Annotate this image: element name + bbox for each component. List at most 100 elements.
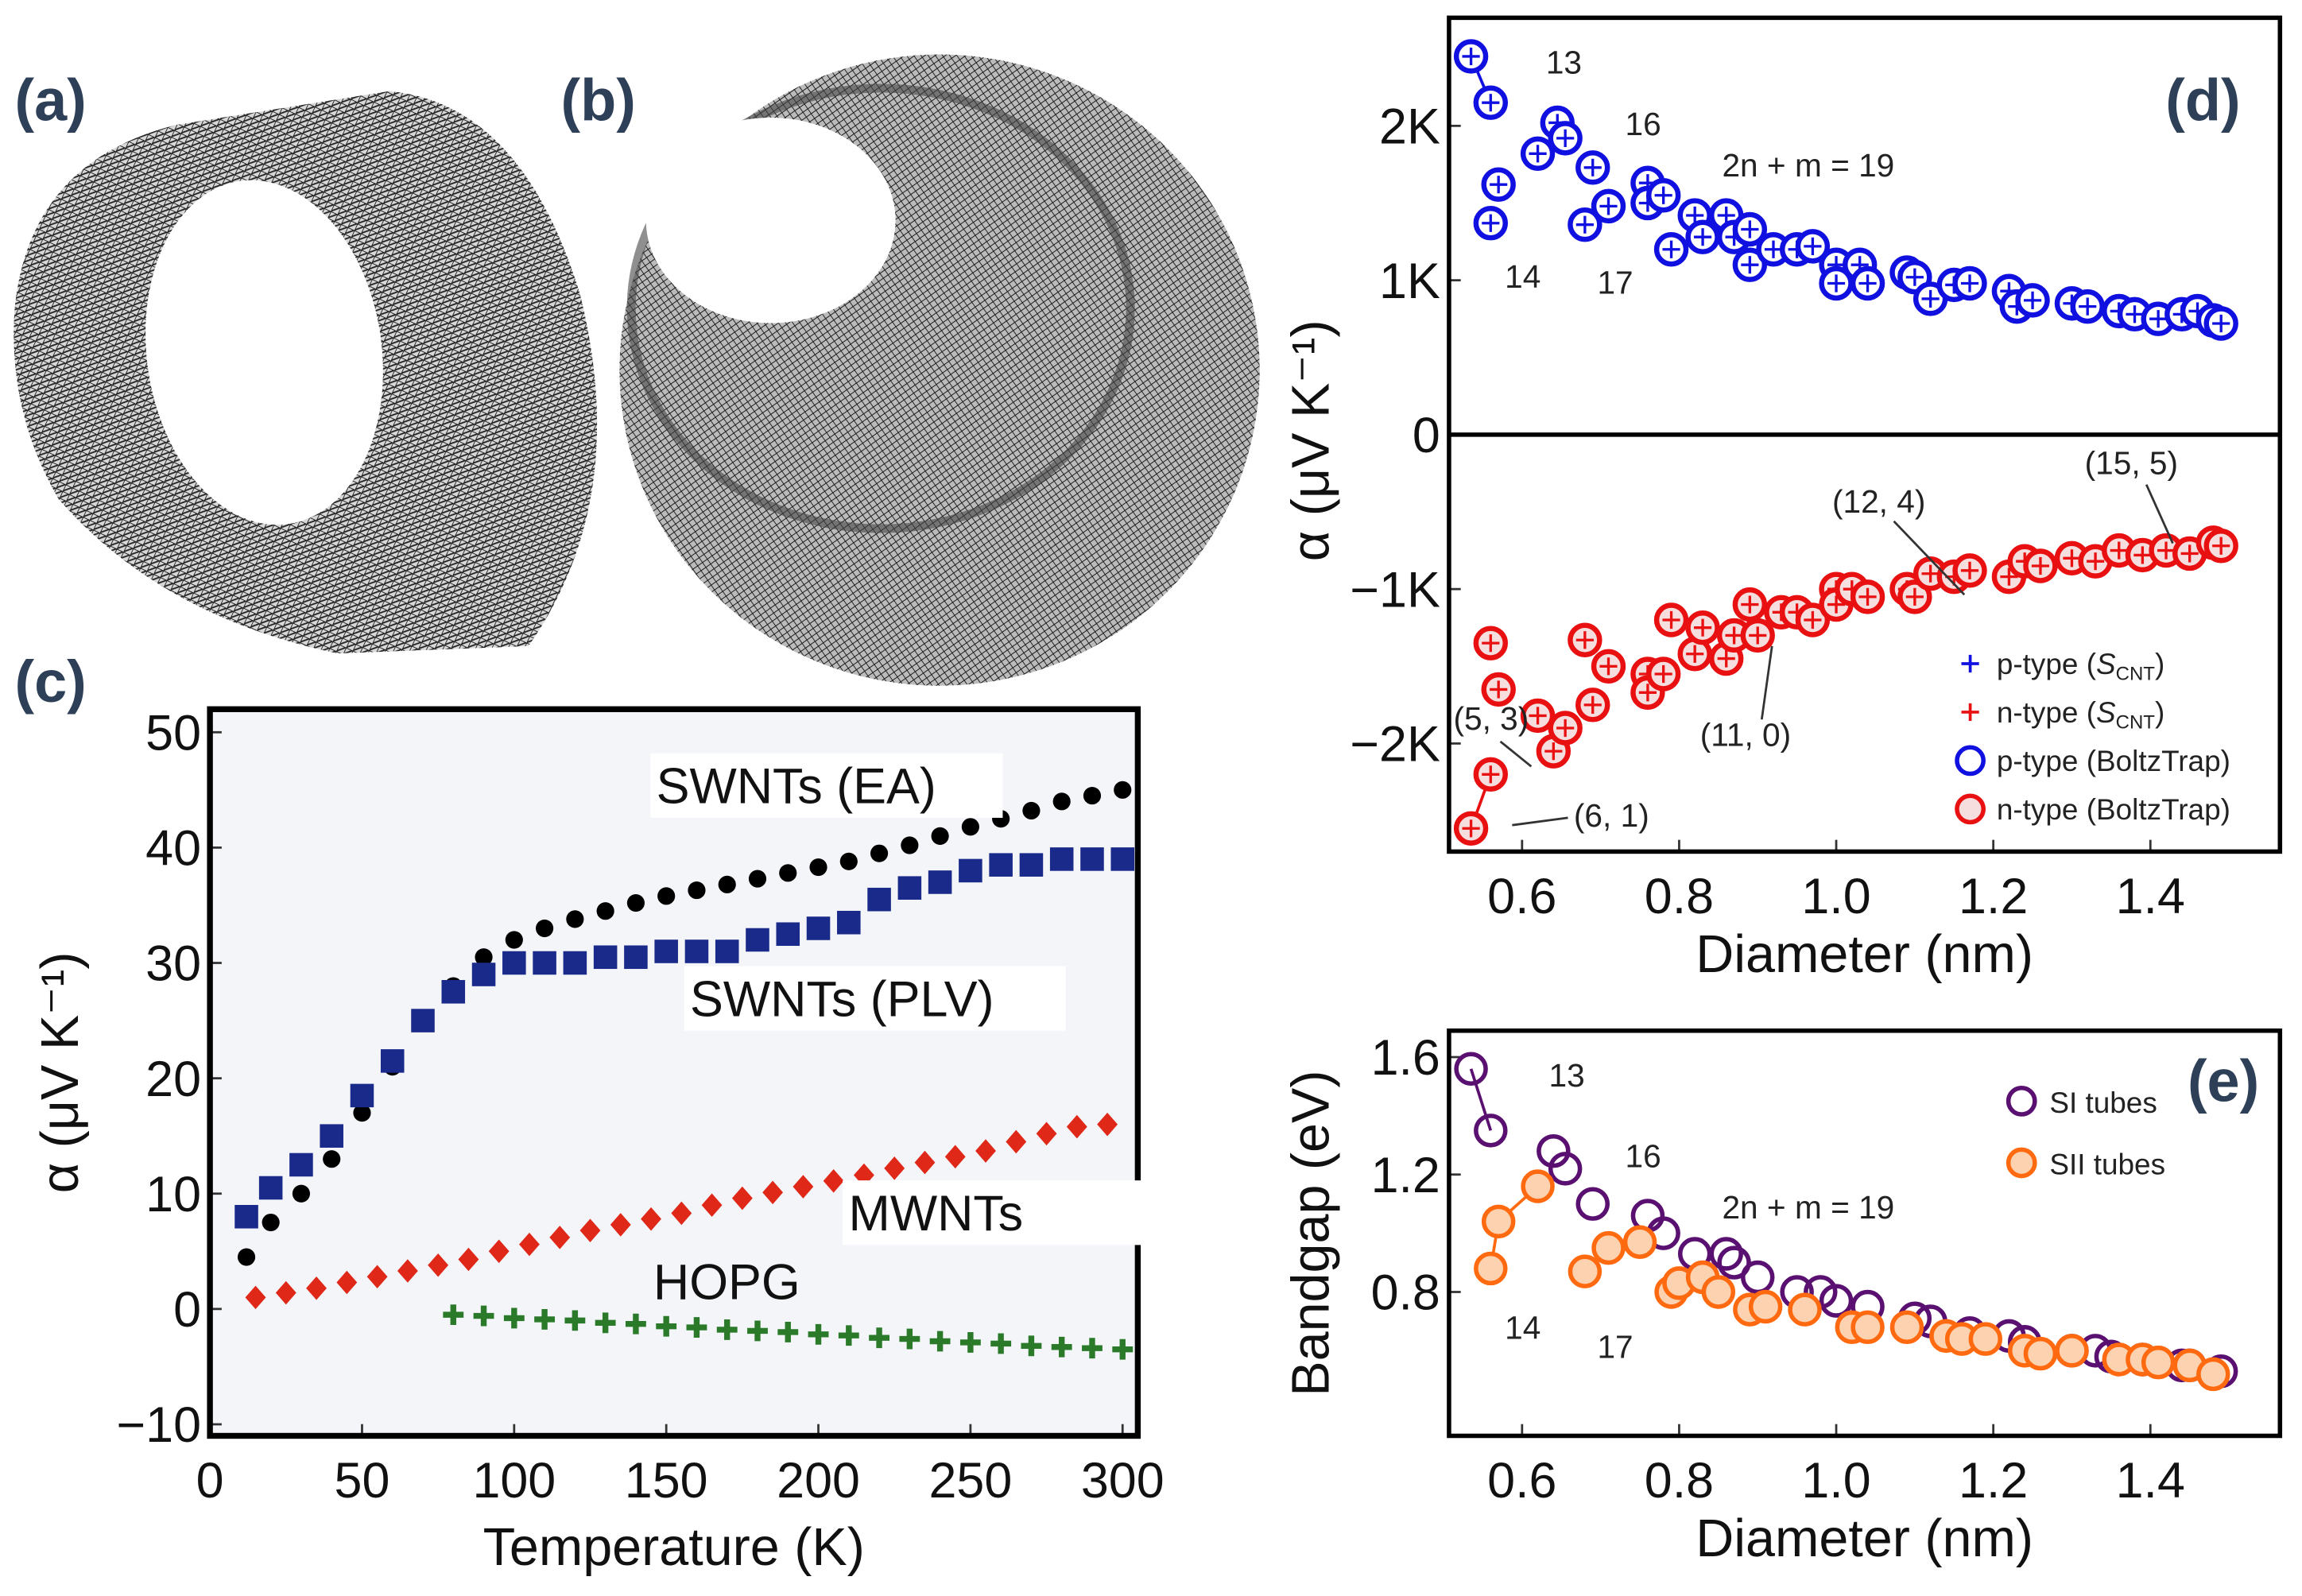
- data-point: [806, 916, 831, 940]
- data-point: [306, 1276, 327, 1300]
- data-point: [626, 893, 645, 912]
- annotation-leader-line: [1760, 645, 1773, 720]
- data-point: [292, 1184, 311, 1203]
- panel-label-d: (d): [2165, 68, 2240, 134]
- data-point: [809, 858, 827, 877]
- data-point: [1653, 232, 1689, 267]
- scnt-marker: [1725, 626, 1743, 645]
- scnt-marker: [1764, 240, 1783, 258]
- data-point: [536, 919, 554, 938]
- series-label: SWNTs (PLV): [690, 971, 994, 1027]
- scnt-marker: [2110, 541, 2128, 560]
- data-point: [1645, 178, 1681, 213]
- scnt-marker: [1654, 186, 1672, 204]
- panel-label-a: (a): [14, 68, 86, 134]
- scnt-marker: [1575, 215, 1594, 234]
- scnt-marker: [1599, 197, 1618, 215]
- scnt-marker: [1804, 237, 1822, 255]
- scnt-marker: [2079, 297, 2097, 316]
- x-tick-label: 50: [335, 1453, 390, 1509]
- plus-marker-icon: [1961, 703, 1979, 722]
- data-point: [596, 902, 614, 920]
- legend-label: SII tubes: [2049, 1149, 2165, 1181]
- legend-item: p-type (BoltzTrap): [1955, 745, 2230, 777]
- data-point: [502, 951, 526, 975]
- data-point: [505, 931, 523, 949]
- scnt-marker: [1583, 695, 1602, 714]
- legend-text: n-type (BoltzTrap): [1997, 793, 2230, 826]
- annotation: 14: [1505, 1310, 1540, 1346]
- data-point: [686, 1317, 707, 1338]
- scnt-marker: [2063, 549, 2081, 568]
- scnt-marker: [1490, 680, 1508, 699]
- scnt-marker: [1482, 214, 1500, 232]
- x-tick-label: 200: [777, 1453, 860, 1509]
- scnt-marker: [1741, 220, 1759, 238]
- data-point: [2023, 548, 2058, 583]
- legend-item: n-type (BoltzTrap): [1955, 793, 2230, 826]
- y-tick-label: 1K: [1379, 254, 1440, 309]
- x-tick-label: 100: [472, 1453, 556, 1509]
- y-tick-label: 2K: [1379, 99, 1440, 155]
- data-point: [1732, 247, 1768, 282]
- data-point: [867, 887, 891, 912]
- nanotube-opening: [145, 180, 383, 525]
- series-p-type: [1453, 39, 2238, 341]
- circle-marker-icon: [1955, 793, 1986, 825]
- x-tick-label: 0.6: [1487, 869, 1556, 924]
- data-point: [1021, 1335, 1042, 1357]
- scnt-marker: [1556, 129, 1575, 147]
- scnt-marker: [1693, 228, 1712, 246]
- data-point: [258, 1176, 283, 1200]
- data-point: [1568, 207, 1602, 242]
- data-point: [519, 1232, 540, 1257]
- data-point: [262, 1213, 280, 1232]
- scnt-marker: [1741, 256, 1759, 274]
- scnt-marker: [1905, 587, 1924, 606]
- scnt-marker: [1654, 664, 1672, 684]
- scnt-marker: [1686, 206, 1704, 225]
- data-point: [1897, 579, 1932, 614]
- data-point: [975, 1139, 996, 1163]
- scnt-marker: [2087, 552, 2105, 571]
- data-point: [1740, 618, 1775, 653]
- data-point: [234, 1204, 258, 1229]
- scnt-marker: [1529, 707, 1547, 725]
- data-point: [1568, 1254, 1602, 1288]
- data-point: [961, 818, 979, 836]
- legend-item: SI tubes: [2006, 1086, 2157, 1119]
- data-point: [1548, 121, 1583, 156]
- data-point: [1645, 657, 1681, 691]
- data-point: [1453, 39, 1489, 74]
- data-point: [2203, 529, 2238, 564]
- data-point: [1851, 1310, 1885, 1345]
- scnt-marker: [1804, 610, 1822, 629]
- legend-label: p-type (SCNT): [1997, 648, 2164, 684]
- data-point: [901, 836, 919, 854]
- data-point: [716, 1319, 738, 1340]
- annotation: 2n + m = 19: [1722, 1189, 1894, 1226]
- data-point: [441, 980, 466, 1004]
- data-point: [503, 1307, 525, 1329]
- data-point: [1481, 1204, 1516, 1239]
- scnt-marker: [1960, 274, 1979, 292]
- y-tick-label: 0: [1413, 408, 1440, 463]
- legend-item: SII tubes: [2006, 1147, 2165, 1181]
- data-point: [533, 951, 556, 975]
- data-point: [2203, 306, 2238, 341]
- x-tick-label: 300: [1081, 1453, 1165, 1509]
- annotation: (5, 3): [1453, 700, 1529, 737]
- annotation: 2n + m = 19: [1722, 147, 1894, 184]
- scnt-marker: [1638, 684, 1657, 702]
- scnt-marker: [1717, 206, 1735, 225]
- legend-text: n-type (: [1997, 696, 2097, 729]
- data-point: [1110, 847, 1135, 871]
- legend-text: p-type (: [1997, 648, 2097, 680]
- legend-label: p-type (BoltzTrap): [1997, 745, 2230, 777]
- data-point: [1481, 672, 1516, 707]
- data-point: [1114, 781, 1132, 799]
- data-point: [566, 910, 584, 928]
- data-point: [870, 844, 889, 862]
